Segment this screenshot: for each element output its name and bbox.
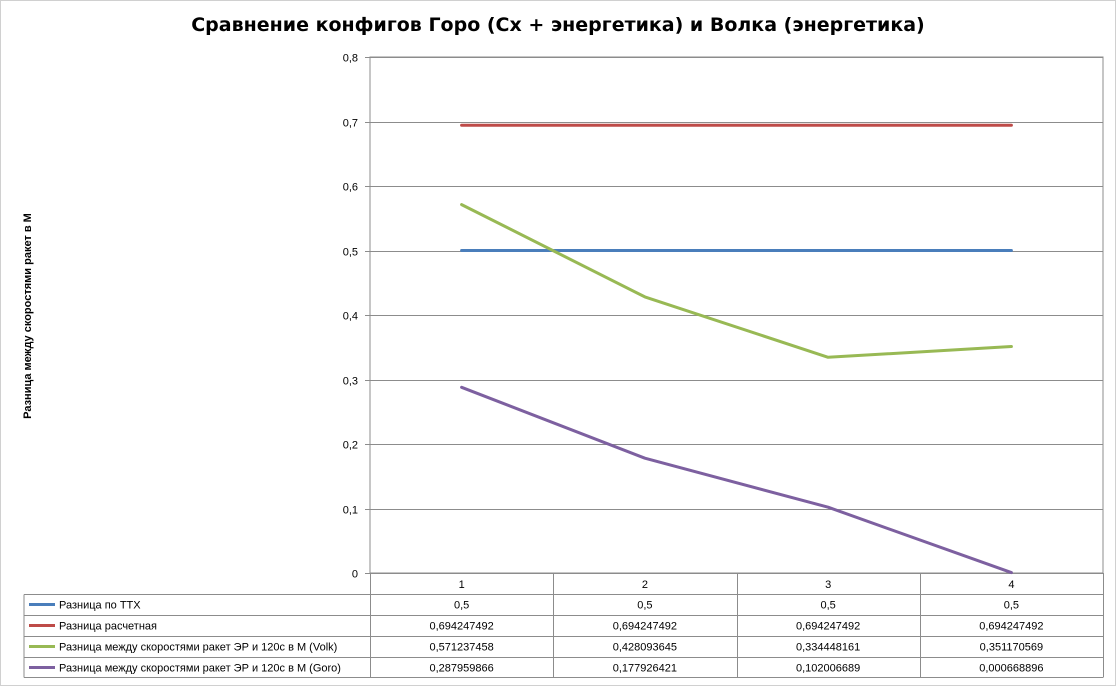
y-tick-label: 0,6 [343, 182, 358, 194]
table-cell-value: 0,5 [820, 600, 835, 612]
y-tick-label: 0,1 [343, 505, 358, 517]
y-tick-labels: 0 0,1 0,2 0,3 0,4 0,5 0,6 0,7 0,8 [343, 53, 358, 581]
chart-title: Сравнение конфигов Горо (Cx + энергетика… [191, 14, 925, 36]
legend-label: Разница между скоростями ракет ЭР и 120с… [59, 663, 341, 675]
table-cell-value: 0,000668896 [979, 663, 1043, 675]
x-tick-label: 1 [459, 579, 465, 591]
table-cell-value: 0,571237458 [430, 642, 494, 654]
x-tick-label: 4 [1008, 579, 1014, 591]
series-line [460, 385, 1013, 575]
table-cell-value: 0,694247492 [796, 621, 860, 633]
series-line [460, 203, 1013, 359]
legend-label: Разница расчетная [59, 621, 157, 633]
y-tick-label: 0,3 [343, 376, 358, 388]
table-cell-value: 0,428093645 [613, 642, 677, 654]
table-cell-value: 0,102006689 [796, 663, 860, 675]
data-table: 1 2 3 4 Разница по ТТХ 0,5 0,5 0,5 0,5 Разница ра… [23, 573, 1104, 678]
table-cell-value: 0,5 [637, 600, 652, 612]
y-tick-label: 0,5 [343, 247, 358, 259]
table-cell-value: 0,694247492 [979, 621, 1043, 633]
table-cell-value: 0,177926421 [613, 663, 677, 675]
y-tick-label: 0,8 [343, 53, 358, 65]
legend-label: Разница между скоростями ракет ЭР и 120с… [59, 642, 337, 654]
y-tick-label: 0,2 [343, 440, 358, 452]
y-tick-label: 0,7 [343, 118, 358, 130]
y-tick-label: 0 [352, 569, 358, 581]
x-tick-label: 2 [642, 579, 648, 591]
table-cell-value: 0,694247492 [613, 621, 677, 633]
table-cell-value: 0,5 [1004, 600, 1019, 612]
gridlines [365, 56, 1104, 574]
table-cell-value: 0,351170569 [980, 642, 1043, 654]
table-cell-value: 0,694247492 [430, 621, 494, 633]
x-tick-label: 3 [825, 579, 831, 591]
table-cell-value: 0,5 [454, 600, 469, 612]
table-cell-value: 0,334448161 [796, 642, 860, 654]
series-lines [460, 123, 1013, 575]
y-tick-label: 0,4 [343, 311, 358, 323]
legend-label: Разница по ТТХ [59, 600, 141, 612]
table-cell-value: 0,287959866 [430, 663, 494, 675]
